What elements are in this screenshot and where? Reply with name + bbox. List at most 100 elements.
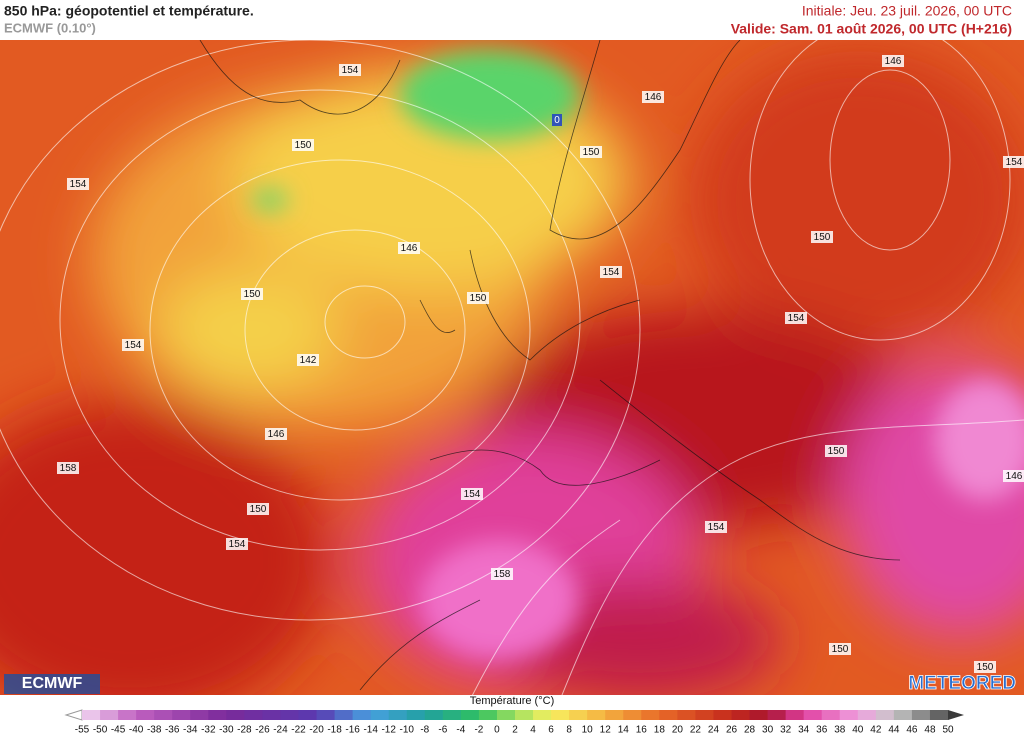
colorbar-segment	[821, 710, 841, 720]
contour-label-box	[247, 503, 269, 515]
colorbar-tick-label: -36	[165, 725, 180, 736]
colorbar-tick-label: 14	[618, 725, 630, 736]
colorbar-tick-label: 18	[654, 725, 666, 736]
contour-label-box	[785, 312, 807, 324]
colorbar-tick-label: -22	[291, 725, 306, 736]
colorbar-segment	[587, 710, 606, 720]
contour-label-box	[882, 55, 904, 67]
contour-label-box	[811, 231, 833, 243]
contour-label-box	[398, 242, 420, 254]
contour-label: 0	[554, 115, 560, 126]
contour-label: 150	[814, 232, 831, 243]
colorbar-tick-label: 20	[672, 725, 684, 736]
contour-label: 154	[1006, 157, 1023, 168]
colorbar-segment	[406, 710, 426, 720]
contour-label-box	[461, 488, 483, 500]
colorbar-segment	[623, 710, 642, 720]
contour-label: 150	[977, 662, 994, 673]
colorbar-segment	[118, 710, 137, 720]
contour-label: 154	[464, 489, 481, 500]
colorbar-segment	[172, 710, 191, 720]
contour-label: 154	[70, 179, 87, 190]
colorbar-segment	[929, 710, 949, 720]
colorbar-segment	[334, 710, 354, 720]
colorbar-segment	[370, 710, 390, 720]
colorbar-segment	[533, 710, 552, 720]
contour-label-box	[825, 445, 847, 457]
colorbar-segment	[677, 710, 696, 720]
map-title: 850 hPa: géopotentiel et température.	[4, 3, 254, 19]
colorbar-tick-label: 28	[744, 725, 756, 736]
contour-label-box	[339, 64, 361, 76]
contour-label-box	[1003, 156, 1024, 168]
contour-label-box	[67, 178, 89, 190]
contour-label: 146	[645, 92, 662, 103]
colorbar-tick-label: -40	[129, 725, 144, 736]
colorbar-tick-label: 48	[924, 725, 936, 736]
colorbar-segment	[154, 710, 173, 720]
colorbar-segment	[244, 710, 263, 720]
colorbar-tick-label: 38	[834, 725, 846, 736]
colorbar-segment	[551, 710, 570, 720]
contour-label: 150	[828, 446, 845, 457]
colorbar-tick-label: 26	[726, 725, 738, 736]
contour-label-box	[57, 462, 79, 474]
colorbar-segment	[875, 710, 895, 720]
colorbar-tick-label: -28	[237, 725, 252, 736]
colorbar-segment	[100, 710, 119, 720]
colorbar-tick-label: -45	[111, 725, 126, 736]
contour-label: 150	[244, 289, 261, 300]
colorbar-tick-label: -34	[183, 725, 198, 736]
contour-label-box	[552, 114, 562, 126]
colorbar-segment	[803, 710, 823, 720]
colorbar-segment	[659, 710, 678, 720]
colorbar-segment	[316, 710, 336, 720]
contour-label: 150	[832, 644, 849, 655]
colorbar-segment	[785, 710, 805, 720]
contour-label: 154	[125, 340, 142, 351]
colorbar-tick-label: -24	[273, 725, 288, 736]
colorbar-segment	[352, 710, 372, 720]
contour-label: 158	[494, 569, 511, 580]
colorbar-tick-label: 10	[582, 725, 594, 736]
colorbar-label: Température (°C)	[470, 695, 554, 707]
contour-label-box	[705, 521, 727, 533]
colorbar-tick-label: 32	[780, 725, 792, 736]
colorbar-tick-label: -38	[147, 725, 162, 736]
contour-label: 150	[470, 293, 487, 304]
colorbar-tick-label: 46	[906, 725, 918, 736]
logo-ecmwf: ECMWF	[22, 675, 83, 692]
colorbar-tick-label: -10	[400, 725, 415, 736]
colorbar-tick-label: -55	[75, 725, 90, 736]
contour-label-box	[265, 428, 287, 440]
valid-time: Valide: Sam. 01 août 2026, 00 UTC (H+216…	[731, 21, 1012, 37]
colorbar-tick-label: 24	[708, 725, 720, 736]
contour-label: 154	[342, 65, 359, 76]
colorbar-segment	[190, 710, 209, 720]
colorbar-tick-label: 16	[636, 725, 648, 736]
colorbar-segment	[605, 710, 624, 720]
colorbar-segment	[442, 710, 462, 720]
contour-label-box	[297, 354, 319, 366]
colorbar-segment	[262, 710, 281, 720]
colorbar-segment	[424, 710, 444, 720]
colorbar-tick-label: 30	[762, 725, 774, 736]
colorbar-arrow-low	[64, 709, 83, 721]
initial-time: Initiale: Jeu. 23 juil. 2026, 00 UTC	[802, 3, 1012, 19]
colorbar-tick-label: 8	[566, 725, 572, 736]
colorbar-tick-label: 2	[512, 725, 518, 736]
contour-label: 150	[295, 140, 312, 151]
contour-label-box	[829, 643, 851, 655]
model-name: ECMWF (0.10°)	[4, 20, 96, 35]
colorbar-segment	[839, 710, 859, 720]
colorbar-tick-label: 44	[888, 725, 900, 736]
colorbar-tick-label: 36	[816, 725, 828, 736]
colorbar-tick-label: 4	[530, 725, 536, 736]
colorbar-tick-label: 34	[798, 725, 810, 736]
colorbar-segment	[695, 710, 714, 720]
contour-label-box	[122, 339, 144, 351]
colorbar-segment	[713, 710, 732, 720]
colorbar-tick-label: 6	[548, 725, 554, 736]
